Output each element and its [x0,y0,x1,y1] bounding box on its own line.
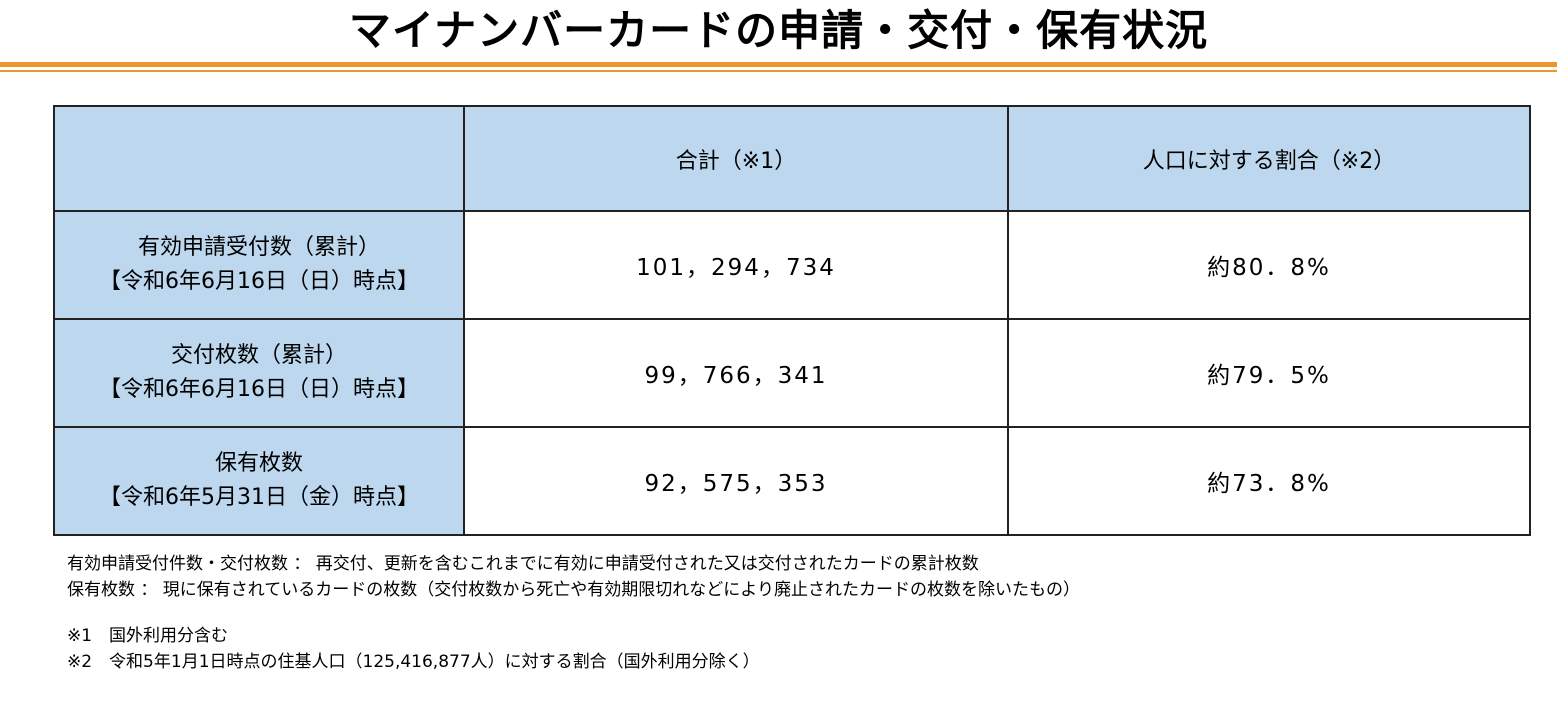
ratio-value: 約79．5% [1007,318,1531,428]
row-label-applications: 有効申請受付数（累計） 【令和6年6月16日（日）時点】 [53,210,465,320]
row-label-line1: 交付枚数（累計） [170,343,347,368]
row-label-line2: 【令和6年6月16日（日）時点】 [99,269,419,294]
total-value: 92，575，353 [463,426,1009,536]
definition-note-2: 保有枚数 ： 現に保有されているカードの枚数（交付枚数から死亡や有効期限切れなど… [67,580,1080,600]
table-row: 交付枚数（累計） 【令和6年6月16日（日）時点】 99，766，341 約79… [53,318,1531,428]
table-header-row: 合計（※1） 人口に対する割合（※2） [53,105,1531,212]
page-title: マイナンバーカードの申請・交付・保有状況 [348,6,1209,55]
definition-note-1: 有効申請受付件数・交付枚数 ： 再交付、更新を含むこれまでに有効に申請受付された… [67,554,979,574]
header-cell-total: 合計（※1） [463,105,1009,212]
table-row: 保有枚数 【令和6年5月31日（金）時点】 92，575，353 約73．8% [53,426,1531,536]
notes-spacer [67,603,1080,623]
row-label-held: 保有枚数 【令和6年5月31日（金）時点】 [53,426,465,536]
row-label-line1: 有効申請受付数（累計） [137,235,380,260]
total-value: 99，766，341 [463,318,1009,428]
table-row: 有効申請受付数（累計） 【令和6年6月16日（日）時点】 101，294，734… [53,210,1531,320]
total-value: 101，294，734 [463,210,1009,320]
card-status-table: 合計（※1） 人口に対する割合（※2） 有効申請受付数（累計） 【令和6年6月1… [53,105,1531,536]
row-label-line2: 【令和6年5月31日（金）時点】 [99,485,419,510]
ratio-value: 約73．8% [1007,426,1531,536]
header-cell-ratio: 人口に対する割合（※2） [1007,105,1531,212]
title-underline-thick [0,62,1557,67]
row-label-line2: 【令和6年6月16日（日）時点】 [99,377,419,402]
notes-section: 有効申請受付件数・交付枚数 ： 再交付、更新を含むこれまでに有効に申請受付された… [67,551,1080,675]
row-label-issued: 交付枚数（累計） 【令和6年6月16日（日）時点】 [53,318,465,428]
title-underline-thin [0,70,1557,72]
row-label-line1: 保有枚数 [214,451,303,476]
ratio-value: 約80．8% [1007,210,1531,320]
footnote-1: ※1 国外利用分含む [67,626,229,646]
footnote-2: ※2 令和5年1月1日時点の住基人口（125,416,877人）に対する割合（国… [67,652,760,672]
header-cell-empty [53,105,465,212]
